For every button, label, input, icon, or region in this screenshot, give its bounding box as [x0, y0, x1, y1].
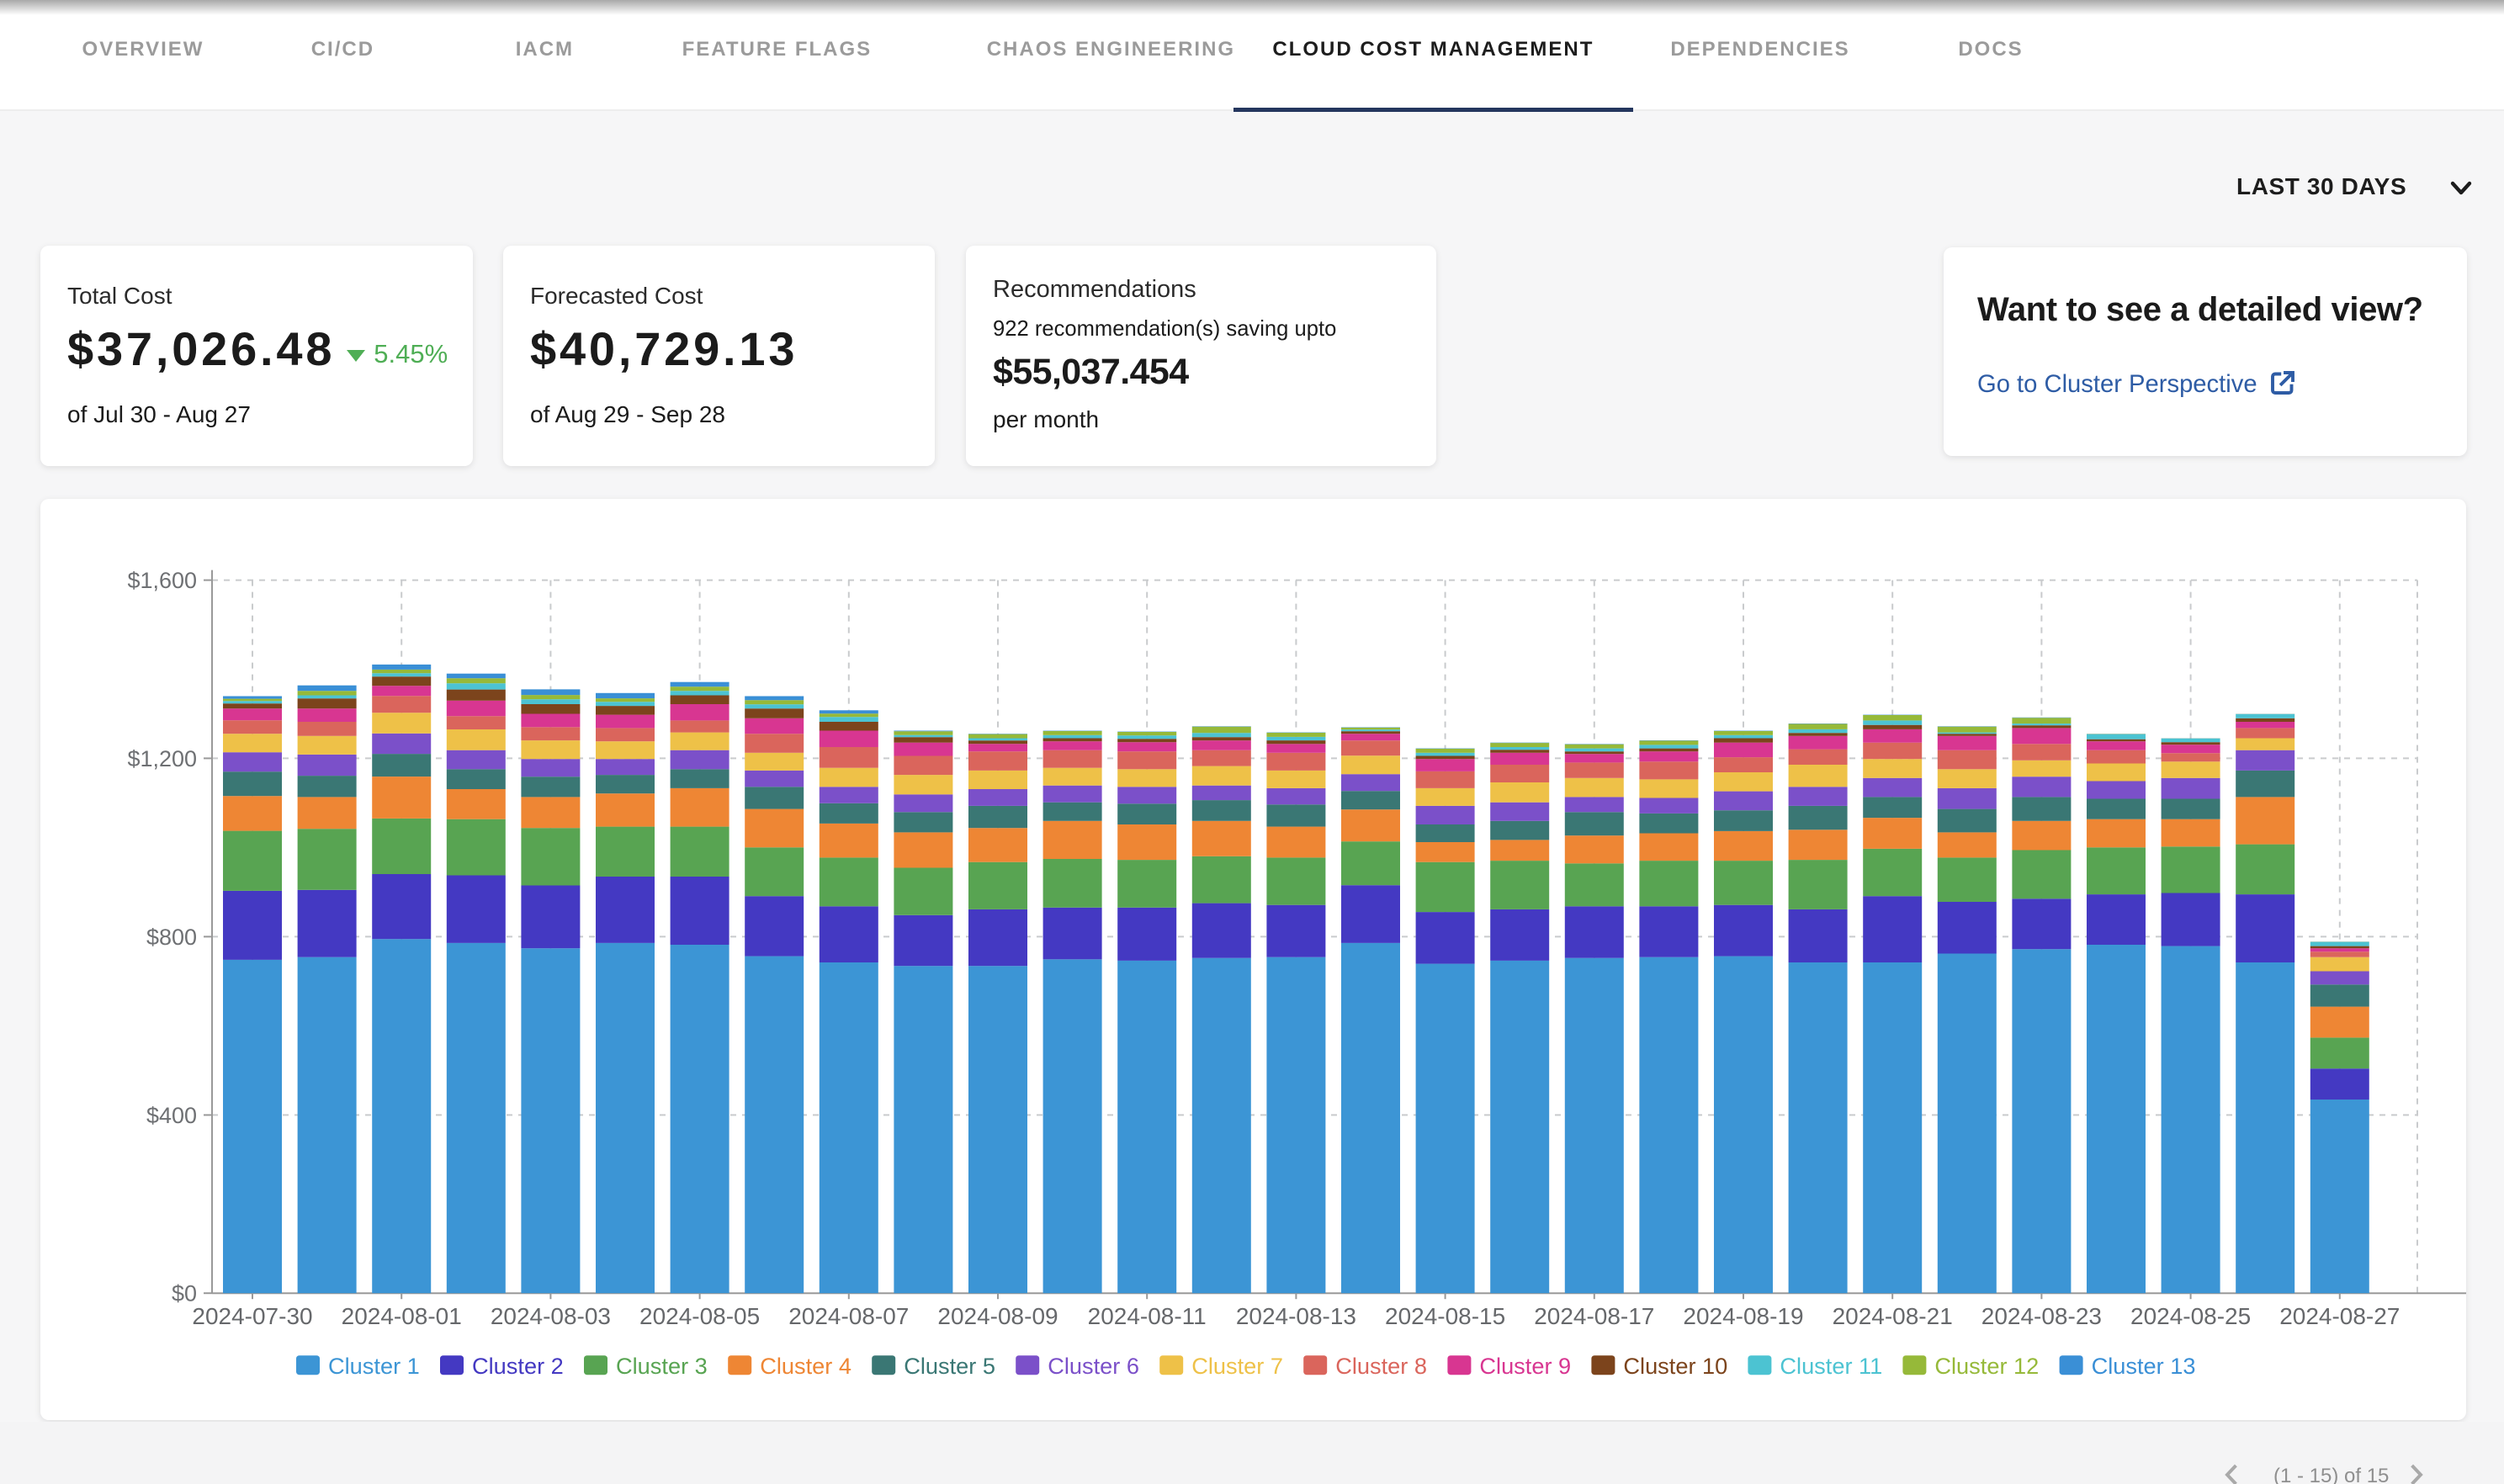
svg-text:Cluster 13: Cluster 13: [2092, 1353, 2196, 1379]
svg-text:Cluster 11: Cluster 11: [1780, 1353, 1882, 1379]
svg-text:Cluster 3: Cluster 3: [616, 1353, 708, 1379]
svg-text:Cluster 7: Cluster 7: [1191, 1353, 1283, 1379]
svg-text:2024-08-21: 2024-08-21: [1833, 1303, 1953, 1329]
svg-text:2024-07-30: 2024-07-30: [192, 1303, 312, 1329]
svg-text:Cluster 5: Cluster 5: [904, 1353, 995, 1379]
svg-text:Cluster 12: Cluster 12: [1934, 1353, 2039, 1379]
svg-text:$1,200: $1,200: [127, 746, 197, 771]
svg-text:2024-08-25: 2024-08-25: [2130, 1303, 2251, 1329]
svg-text:2024-08-07: 2024-08-07: [788, 1303, 909, 1329]
svg-text:Cluster 9: Cluster 9: [1479, 1353, 1571, 1379]
svg-text:2024-08-23: 2024-08-23: [1981, 1303, 2102, 1329]
svg-text:2024-08-13: 2024-08-13: [1236, 1303, 1356, 1329]
svg-text:2024-08-01: 2024-08-01: [342, 1303, 462, 1329]
svg-text:2024-08-19: 2024-08-19: [1683, 1303, 1803, 1329]
svg-text:$400: $400: [146, 1103, 197, 1128]
svg-text:$800: $800: [146, 925, 197, 950]
svg-text:Cluster 10: Cluster 10: [1623, 1353, 1727, 1379]
svg-text:2024-08-03: 2024-08-03: [491, 1303, 611, 1329]
svg-text:2024-08-05: 2024-08-05: [639, 1303, 760, 1329]
svg-text:Cluster 4: Cluster 4: [760, 1353, 851, 1379]
svg-text:2024-08-17: 2024-08-17: [1534, 1303, 1654, 1329]
svg-text:$1,600: $1,600: [127, 568, 197, 593]
svg-text:Cluster 2: Cluster 2: [472, 1353, 564, 1379]
svg-text:$0: $0: [172, 1280, 197, 1306]
svg-text:Cluster 6: Cluster 6: [1048, 1353, 1139, 1379]
svg-text:2024-08-27: 2024-08-27: [2279, 1303, 2400, 1329]
svg-text:2024-08-15: 2024-08-15: [1385, 1303, 1505, 1329]
svg-text:Cluster 8: Cluster 8: [1335, 1353, 1427, 1379]
svg-text:2024-08-09: 2024-08-09: [937, 1303, 1058, 1329]
svg-text:Cluster 1: Cluster 1: [328, 1353, 420, 1379]
svg-text:2024-08-11: 2024-08-11: [1088, 1303, 1207, 1329]
